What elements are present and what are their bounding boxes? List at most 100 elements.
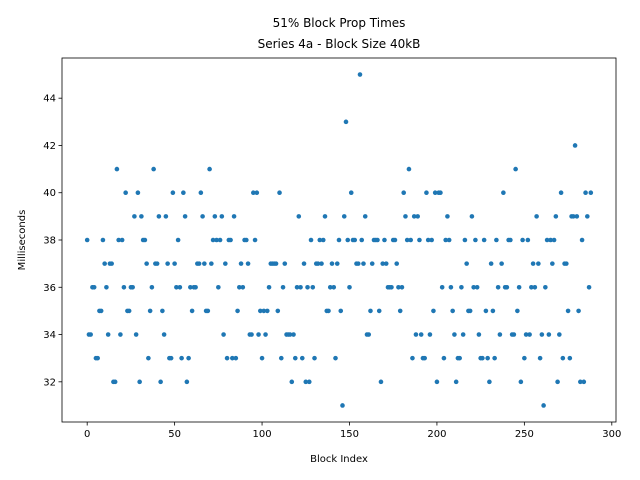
point	[133, 332, 139, 337]
point	[174, 284, 179, 290]
x-tick-label: 200	[427, 429, 446, 440]
point	[424, 190, 429, 196]
point	[375, 237, 380, 243]
point	[343, 119, 349, 125]
point	[415, 214, 420, 219]
point	[193, 284, 198, 290]
point	[546, 332, 552, 337]
point	[576, 308, 581, 314]
point	[448, 284, 454, 290]
point	[366, 332, 372, 337]
y-tick-label: 42	[43, 141, 56, 152]
point	[179, 355, 184, 361]
point	[119, 237, 125, 243]
point	[280, 284, 286, 290]
point	[144, 261, 149, 266]
point	[513, 166, 518, 172]
point	[432, 190, 438, 196]
point	[340, 403, 345, 408]
point	[237, 284, 242, 290]
point	[228, 237, 233, 243]
point	[158, 379, 163, 385]
point	[488, 261, 494, 266]
y-tick-label: 44	[43, 94, 56, 105]
point	[256, 332, 261, 337]
point	[202, 261, 207, 266]
x-tick-label: 0	[84, 429, 90, 440]
point	[172, 261, 177, 266]
point	[200, 214, 205, 219]
point	[497, 332, 503, 337]
plot-frame	[61, 57, 617, 423]
point	[186, 355, 191, 361]
point	[382, 237, 387, 243]
point	[434, 379, 440, 385]
point	[583, 190, 588, 196]
y-axis-label: Milliseconds	[17, 210, 28, 271]
point	[578, 379, 583, 385]
point	[88, 332, 93, 337]
point	[511, 332, 517, 337]
point	[427, 332, 433, 337]
point	[378, 379, 384, 385]
point	[296, 214, 302, 219]
x-axis-label: Block Index	[310, 454, 368, 465]
point	[438, 190, 443, 196]
point	[392, 237, 398, 243]
point	[249, 332, 254, 337]
point	[181, 190, 186, 196]
point	[312, 355, 317, 361]
point	[439, 284, 445, 290]
y-tick-label: 38	[43, 236, 56, 247]
point	[355, 261, 361, 266]
point	[291, 332, 296, 337]
point	[294, 284, 300, 290]
point	[287, 332, 293, 337]
point	[446, 237, 452, 243]
point	[544, 237, 550, 243]
point	[536, 261, 541, 266]
y-tick-label: 36	[43, 283, 56, 294]
point	[100, 237, 106, 243]
point	[84, 237, 90, 243]
point	[483, 308, 489, 314]
point	[369, 261, 375, 266]
point	[408, 237, 413, 243]
point	[403, 214, 408, 219]
point	[161, 332, 167, 337]
point	[315, 261, 321, 266]
point	[121, 284, 127, 290]
point	[104, 284, 109, 290]
point	[452, 332, 457, 337]
x-tick-label: 50	[168, 429, 181, 440]
point	[132, 214, 137, 219]
point	[494, 237, 499, 243]
point	[543, 284, 548, 290]
point	[303, 379, 309, 385]
point	[469, 214, 475, 219]
point	[348, 190, 354, 196]
point	[557, 332, 562, 337]
point	[135, 190, 141, 196]
point	[585, 214, 590, 219]
point	[116, 237, 121, 243]
point	[411, 214, 417, 219]
point	[259, 355, 265, 361]
x-tick-label: 150	[340, 429, 359, 440]
point	[223, 261, 228, 266]
point	[581, 379, 587, 385]
point	[394, 261, 400, 266]
point	[189, 308, 195, 314]
point	[123, 190, 128, 196]
point	[233, 355, 239, 361]
point	[298, 284, 303, 290]
point	[224, 355, 230, 361]
point	[91, 284, 97, 290]
point	[550, 261, 555, 266]
x-tick-label: 250	[515, 429, 534, 440]
point	[319, 261, 324, 266]
point	[368, 308, 373, 314]
point	[261, 308, 267, 314]
point	[417, 237, 422, 243]
